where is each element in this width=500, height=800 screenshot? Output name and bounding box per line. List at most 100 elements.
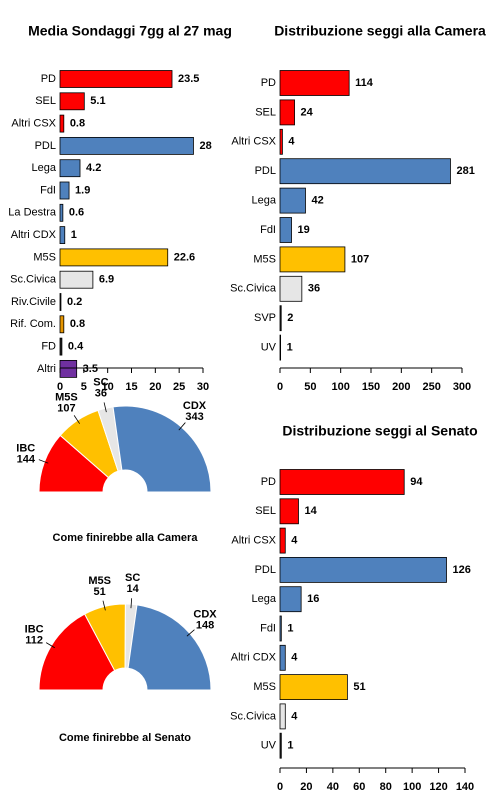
value-label: 24 — [301, 106, 314, 118]
value-label: 1 — [287, 740, 293, 752]
x-tick-label: 120 — [429, 781, 447, 793]
value-label: 23.5 — [178, 73, 199, 85]
value-label: 19 — [298, 224, 310, 236]
category-label: PD — [261, 476, 276, 488]
bar — [279, 334, 282, 361]
x-tick-label: 0 — [277, 381, 283, 393]
bar — [59, 203, 64, 222]
leader-line — [186, 629, 195, 637]
bar — [279, 469, 405, 495]
value-label: 114 — [355, 77, 374, 89]
category-label: Rif. Com. — [10, 318, 56, 330]
category-label: M5S — [33, 251, 56, 263]
x-tick-label: 30 — [197, 381, 209, 393]
slice-value: 144 — [17, 454, 36, 466]
bar — [279, 527, 286, 554]
value-label: 28 — [199, 140, 211, 152]
value-label: 14 — [305, 505, 318, 517]
bar — [59, 337, 63, 356]
bar — [59, 181, 70, 200]
bar — [279, 128, 283, 155]
value-label: 42 — [311, 195, 323, 207]
category-label: SEL — [255, 505, 276, 517]
bar — [59, 114, 65, 133]
category-label: FdI — [40, 184, 56, 196]
category-label: UV — [261, 342, 277, 354]
bar — [279, 557, 447, 583]
bar — [279, 246, 346, 273]
slice-value: 36 — [95, 388, 107, 400]
category-label: FdI — [260, 224, 276, 236]
value-label: 4 — [291, 535, 298, 547]
x-tick-label: 10 — [102, 381, 114, 393]
x-tick-label: 0 — [57, 381, 63, 393]
value-label: 22.6 — [174, 251, 195, 263]
leader-line — [45, 642, 55, 649]
bar — [279, 217, 292, 243]
bar — [59, 159, 81, 178]
category-label: PD — [41, 73, 56, 85]
bar — [59, 92, 85, 111]
category-label: Altri CSX — [231, 136, 276, 148]
bar — [59, 315, 65, 334]
slice-label: SC — [125, 572, 140, 584]
category-label: Altri CDX — [231, 652, 277, 664]
pie-slice — [38, 613, 116, 691]
category-label: M5S — [253, 681, 276, 693]
slice-value: 51 — [94, 586, 106, 598]
category-label: FD — [41, 341, 56, 353]
slice-label: M5S — [55, 392, 78, 404]
category-label: SEL — [35, 95, 56, 107]
chart-title: Distribuzione seggi al Senato — [282, 423, 477, 439]
category-label: Lega — [252, 195, 277, 207]
bar — [59, 270, 94, 289]
value-label: 2 — [287, 312, 293, 324]
x-tick-label: 300 — [453, 381, 471, 393]
category-label: PD — [261, 77, 276, 89]
value-label: 51 — [353, 681, 365, 693]
x-tick-label: 5 — [81, 381, 87, 393]
chart-title: Media Sondaggi 7gg al 27 mag — [28, 23, 232, 39]
x-tick-label: 250 — [422, 381, 440, 393]
slice-value: 14 — [127, 583, 140, 595]
category-label: Sc.Civica — [10, 274, 57, 286]
category-label: M5S — [253, 253, 276, 265]
bar — [59, 293, 62, 311]
x-tick-label: 100 — [403, 781, 421, 793]
value-label: 36 — [308, 283, 320, 295]
x-tick-label: 100 — [331, 381, 349, 393]
leader-line — [103, 402, 107, 413]
bar — [279, 615, 282, 642]
slice-label: M5S — [88, 575, 111, 587]
bar — [279, 732, 282, 759]
category-label: UV — [261, 740, 277, 752]
bar — [59, 359, 78, 378]
value-label: 16 — [307, 593, 319, 605]
value-label: 4 — [288, 136, 295, 148]
slice-value: 112 — [25, 634, 43, 646]
value-label: 0.2 — [67, 296, 82, 308]
bar — [279, 586, 302, 613]
slice-value: 343 — [185, 411, 203, 423]
x-tick-label: 140 — [456, 781, 474, 793]
value-label: 0.6 — [69, 207, 84, 219]
x-tick-label: 20 — [300, 781, 312, 793]
chart-caption: Come finirebbe al Senato — [59, 732, 191, 744]
value-label: 4.2 — [86, 162, 101, 174]
bar — [279, 305, 282, 332]
category-label: FdI — [260, 622, 276, 634]
value-label: 1.9 — [75, 184, 90, 196]
value-label: 281 — [456, 165, 474, 177]
value-label: 3.5 — [83, 363, 98, 375]
slice-label: IBC — [16, 443, 35, 455]
value-label: 107 — [351, 253, 369, 265]
x-tick-label: 0 — [277, 781, 283, 793]
category-label: Altri CSX — [231, 535, 276, 547]
bar — [59, 70, 173, 88]
value-label: 126 — [453, 564, 471, 576]
category-label: Riv.Civile — [11, 296, 56, 308]
category-label: Altri — [37, 363, 56, 375]
value-label: 1 — [287, 622, 293, 634]
value-label: 1 — [287, 342, 293, 354]
bar — [279, 703, 286, 730]
